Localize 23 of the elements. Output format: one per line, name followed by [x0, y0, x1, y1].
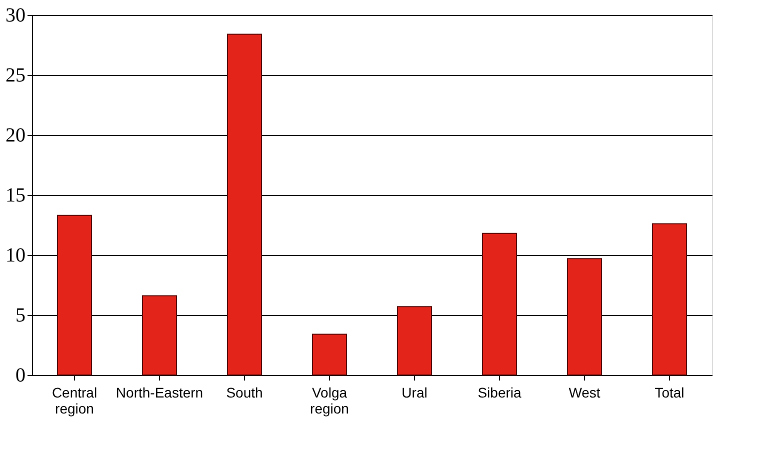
y-tick-label: 0 — [16, 364, 26, 386]
bar — [312, 334, 347, 376]
x-tick-label: North-Eastern — [116, 384, 204, 400]
x-tick-label: West — [568, 384, 600, 400]
y-tick-label: 20 — [6, 124, 26, 146]
x-tick-label: South — [226, 384, 263, 400]
bar — [142, 295, 177, 376]
y-tick-label: 5 — [16, 304, 26, 326]
x-tick-label: Volga region — [310, 384, 349, 416]
y-tick-label: 25 — [6, 64, 26, 86]
x-tick-label: Central region — [52, 384, 98, 416]
bar — [397, 306, 432, 376]
x-tick-label: Total — [654, 384, 684, 400]
y-tick-label: 30 — [6, 4, 26, 26]
x-tick-label: Siberia — [478, 384, 522, 400]
bar — [567, 258, 602, 376]
bar — [227, 34, 262, 376]
bar — [652, 223, 687, 376]
bar — [482, 232, 517, 376]
y-tick-label: 15 — [6, 184, 26, 206]
y-tick-label: 10 — [6, 244, 26, 266]
x-tick-label: Ural — [402, 384, 428, 400]
bar — [57, 214, 92, 376]
